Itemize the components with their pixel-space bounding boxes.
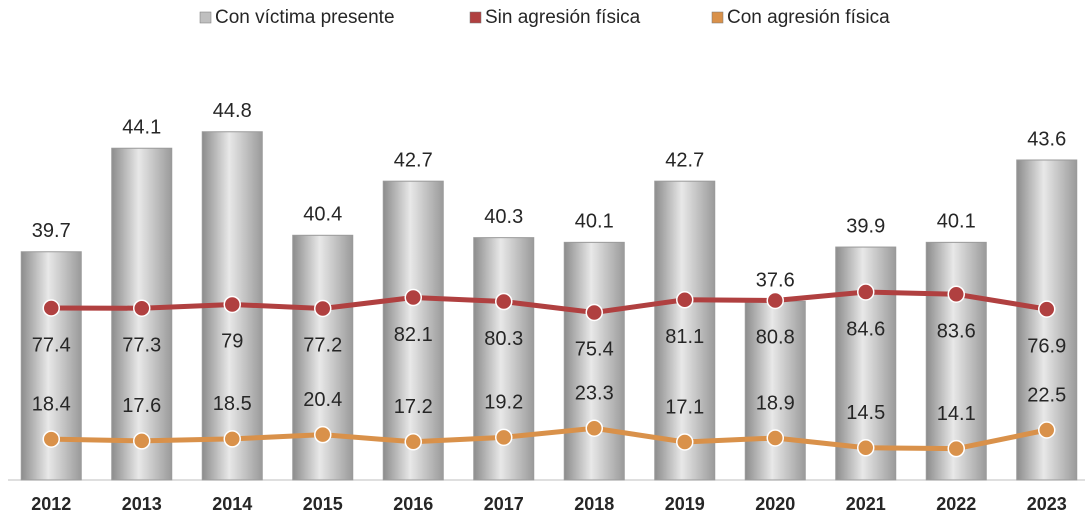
line-marker [947,439,965,458]
x-tick-label: 2017 [484,494,524,514]
line-marker [133,299,151,317]
legend-swatch [199,11,212,24]
line-value-label: 17.2 [394,396,433,418]
legend-label: Con agresión física [727,7,890,28]
line-marker [857,283,875,301]
line-value-label: 80.8 [756,327,795,349]
line-value-label: 23.3 [575,383,614,405]
line-value-label: 77.4 [32,334,71,356]
line-marker [676,433,694,451]
line-value-label: 17.1 [665,396,704,418]
bar-value-label: 39.7 [32,220,71,242]
x-tick-label: 2018 [574,494,614,514]
x-tick-label: 2016 [393,494,433,514]
bar-value-label: 44.8 [213,100,252,122]
line-value-label: 14.5 [846,402,885,424]
line-marker [766,291,784,310]
bar-value-label: 37.6 [756,269,795,291]
legend-swatch [711,11,724,24]
x-tick-label: 2012 [31,494,71,514]
bar [744,300,806,481]
line-value-label: 14.1 [937,403,976,425]
bar-value-label: 43.6 [1027,128,1066,150]
line-value-label: 18.4 [32,393,71,415]
line-marker [585,419,603,437]
x-tick-label: 2021 [846,494,886,514]
x-tick-label: 2015 [303,494,343,514]
bar-value-label: 40.3 [484,206,523,228]
line-value-label: 77.2 [303,335,342,357]
bar [382,180,444,481]
line-value-label: 20.4 [303,389,342,411]
line-value-label: 22.5 [1027,384,1066,406]
bar [563,241,625,481]
legend-label: Con víctima presente [215,7,395,28]
line [51,289,1048,315]
line-marker [495,292,513,311]
line-marker [495,428,513,447]
x-tick-label: 2014 [212,494,252,514]
legend-label: Sin agresión física [485,7,641,28]
bar-value-label: 40.1 [937,211,976,233]
line-marker [766,429,784,447]
line-value-label: 76.9 [1027,335,1066,357]
line-marker [314,299,332,318]
line-marker [314,425,332,444]
line-marker [133,432,151,450]
x-tick-label: 2020 [755,494,795,514]
legend-swatch [469,11,482,24]
line-value-label: 19.2 [484,392,523,414]
line-marker [223,295,241,314]
line-marker [223,430,241,448]
line-value-label: 18.9 [756,392,795,414]
line-value-label: 75.4 [575,339,614,361]
line-marker [404,288,422,307]
line-value-label: 80.3 [484,328,523,350]
bar-value-label: 42.7 [665,149,704,171]
bar-value-label: 39.9 [846,215,885,237]
x-tick-label: 2023 [1027,494,1067,514]
x-tick-label: 2013 [122,494,162,514]
x-tick-label: 2022 [936,494,976,514]
line-marker [42,430,60,448]
line-value-label: 84.6 [846,318,885,340]
line-value-label: 79 [221,331,243,353]
line [51,425,1048,452]
line-value-label: 77.3 [122,335,161,357]
line-value-label: 82.1 [394,324,433,346]
line-marker [857,439,875,457]
bar [654,180,716,481]
bar-value-label: 40.4 [303,204,342,226]
bar-value-label: 44.1 [122,117,161,139]
line-marker [404,433,422,451]
line-marker [676,291,694,309]
line-marker [1038,421,1056,439]
line-marker [947,285,965,303]
line-marker [585,303,603,322]
line-value-label: 17.6 [122,395,161,417]
line-marker [1038,300,1056,318]
bar-value-label: 42.7 [394,149,433,171]
line-value-label: 18.5 [213,393,252,415]
x-tick-label: 2019 [665,494,705,514]
bar-value-label: 40.1 [575,211,614,233]
line-value-label: 81.1 [665,326,704,348]
line-marker [42,299,60,317]
line-value-label: 83.6 [937,321,976,343]
